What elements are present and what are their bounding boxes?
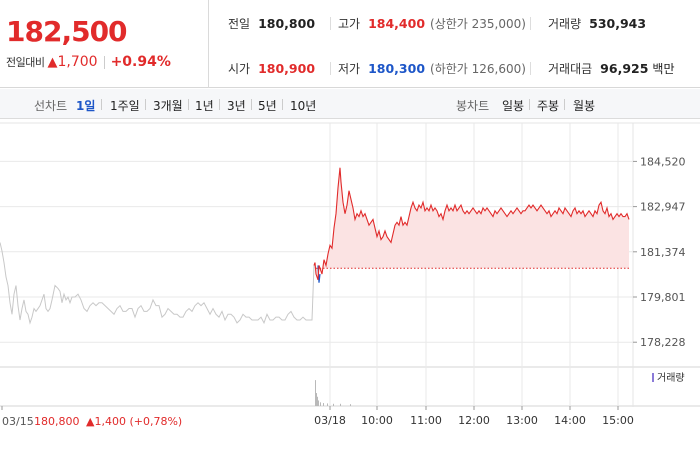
up-arrow-icon: ▲ xyxy=(47,54,58,70)
high-stat: 고가 184,400 (상한가 235,000) xyxy=(338,13,526,33)
change-row: 전일대비 ▲ 1,700 +0.94% xyxy=(6,54,171,70)
x-tick-label: 14:00 xyxy=(554,414,586,427)
price-lines xyxy=(0,167,630,325)
open-stat: 시가 180,900 xyxy=(228,58,315,78)
prev-close-stat: 전일 180,800 xyxy=(228,13,315,33)
divider xyxy=(330,17,331,30)
divider xyxy=(529,99,530,110)
divider xyxy=(188,99,189,110)
tab-3m[interactable]: 3개월 xyxy=(153,99,183,113)
prev-day-price-line xyxy=(0,242,315,325)
divider xyxy=(282,99,283,110)
tab-1d[interactable]: 1일 xyxy=(76,99,96,113)
divider xyxy=(564,99,565,110)
quote-header: 182,500 전일대비 ▲ 1,700 +0.94% 전일 180,800 고… xyxy=(0,0,700,88)
volume-legend-swatch xyxy=(652,373,654,382)
upper-limit: (상한가 235,000) xyxy=(430,16,526,31)
divider xyxy=(103,55,105,69)
open-label: 시가 xyxy=(228,61,251,76)
volume-bar xyxy=(323,403,324,406)
amount-stat: 거래대금 96,925 백만 xyxy=(548,58,675,78)
candle-chart-title: 봉차트 xyxy=(456,99,490,113)
x-axis: 03/18 10:00 11:00 12:00 13:00 14:00 15:00 xyxy=(1,406,634,427)
y-tick-label: 181,374 xyxy=(640,246,686,259)
y-tick-label: 182,947 xyxy=(640,201,686,214)
line-chart-title: 선차트 xyxy=(34,99,68,113)
volume-bar xyxy=(333,403,334,406)
x-tick-label: 11:00 xyxy=(410,414,442,427)
volume-bar xyxy=(318,400,319,406)
divider xyxy=(251,99,252,110)
divider xyxy=(219,99,220,110)
high-value: 184,400 xyxy=(368,15,426,31)
volume-legend: 거래량 xyxy=(657,372,685,384)
volume-bar xyxy=(320,402,321,406)
tab-daily-candle[interactable]: 일봉 xyxy=(502,99,525,113)
volume-bar xyxy=(315,380,316,406)
today-price-line xyxy=(313,167,630,280)
volume-bar xyxy=(350,404,351,406)
prev-day-change: ▲1,400 (+0,78%) xyxy=(86,415,182,428)
current-price: 182,500 xyxy=(6,15,128,48)
tab-weekly-candle[interactable]: 주봉 xyxy=(537,99,560,113)
amount-label: 거래대금 xyxy=(548,61,593,76)
tab-3y[interactable]: 3년 xyxy=(227,99,246,113)
tab-1w[interactable]: 1주일 xyxy=(110,99,140,113)
volume-label: 거래량 xyxy=(548,16,582,31)
y-tick-label: 184,520 xyxy=(640,155,686,168)
change-label: 전일대비 xyxy=(6,56,45,69)
divider xyxy=(101,99,102,110)
grid xyxy=(0,122,700,407)
volume-bar xyxy=(316,393,317,406)
tab-1y[interactable]: 1년 xyxy=(195,99,214,113)
prev-close-label: 전일 xyxy=(228,16,251,31)
tab-5y[interactable]: 5년 xyxy=(258,99,277,113)
change-amount: 1,700 xyxy=(57,54,98,70)
change-percent: +0.94% xyxy=(110,54,171,70)
y-tick-label: 178,228 xyxy=(640,336,686,349)
amount-value: 96,925 xyxy=(600,60,649,76)
x-tick-label: 10:00 xyxy=(361,414,393,427)
current-price-box: 182,500 전일대비 ▲ 1,700 +0.94% xyxy=(0,0,209,88)
today-area-fill xyxy=(314,167,629,280)
x-tick-label: 13:00 xyxy=(506,414,538,427)
divider xyxy=(145,99,146,110)
prev-day-close: 180,800 xyxy=(34,415,80,428)
prev-day-date: 03/15 xyxy=(2,415,34,428)
volume-stat: 거래량 530,943 xyxy=(548,13,646,33)
x-tick-label: 03/18 xyxy=(314,414,346,427)
low-label: 저가 xyxy=(338,61,361,76)
lower-limit: (하한가 126,600) xyxy=(430,61,526,76)
divider xyxy=(530,17,531,30)
low-stat: 저가 180,300 (하한가 126,600) xyxy=(338,58,526,78)
price-area-fill xyxy=(314,167,631,280)
open-value: 180,900 xyxy=(258,60,316,76)
volume-bar xyxy=(340,403,341,406)
prev-close-value: 180,800 xyxy=(258,15,316,31)
high-label: 고가 xyxy=(338,16,361,31)
volume-bar xyxy=(327,403,328,406)
volume-value: 530,943 xyxy=(589,15,647,31)
y-tick-label: 179,801 xyxy=(640,291,686,304)
low-value: 180,300 xyxy=(368,60,426,76)
amount-unit: 백만 xyxy=(652,61,675,76)
x-tick-label: 12:00 xyxy=(458,414,490,427)
period-tab-bar: 선차트 1일 1주일 3개월 1년 3년 5년 10년 봉차트 일봉 주봉 월봉 xyxy=(0,89,700,119)
volume-panel xyxy=(315,380,351,406)
x-tick-label: 15:00 xyxy=(602,414,634,427)
divider xyxy=(530,62,531,75)
volume-bar xyxy=(317,396,318,406)
tab-monthly-candle[interactable]: 월봉 xyxy=(573,99,596,113)
tab-10y[interactable]: 10년 xyxy=(290,99,317,113)
intraday-price-chart[interactable]: 184,520 182,947 181,374 179,801 178,228 03/1… xyxy=(0,119,700,450)
y-axis: 184,520 182,947 181,374 179,801 178,228 xyxy=(633,155,686,349)
divider xyxy=(330,62,331,75)
